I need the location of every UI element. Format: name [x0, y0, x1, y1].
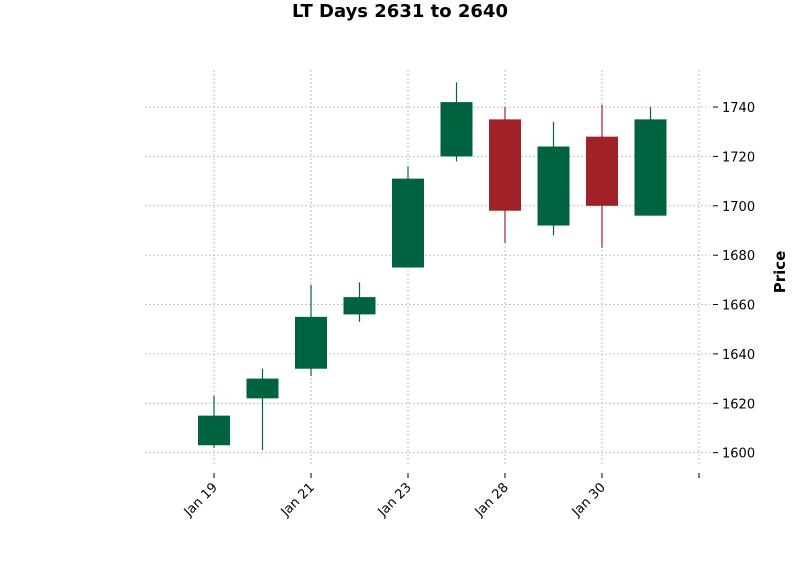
- candle-up: [198, 395, 230, 448]
- y-tick-label: 1660: [722, 299, 755, 314]
- y-tick-label: 1620: [722, 397, 755, 412]
- candle-body: [392, 178, 424, 268]
- candle-layer: [198, 82, 667, 451]
- y-tick-label: 1640: [722, 348, 755, 363]
- candle-body: [537, 146, 570, 226]
- x-tick-label: Jan 19: [181, 480, 221, 520]
- candle-up: [634, 107, 667, 216]
- candle-body: [634, 119, 667, 216]
- x-tick-label: Jan 21: [278, 480, 318, 520]
- x-tick-label: Jan 30: [569, 480, 609, 520]
- x-tick-label: Jan 23: [375, 480, 415, 520]
- candle-body: [489, 119, 521, 211]
- chart-title: LT Days 2631 to 2640: [292, 1, 508, 22]
- y-axis: 1600 1620 1640 1660 1680 1700 1720 1740: [713, 101, 755, 462]
- candle-up: [246, 368, 279, 451]
- candle-up: [537, 121, 570, 236]
- y-tick-label: 1700: [722, 200, 755, 215]
- candle-up: [440, 82, 473, 162]
- candle-body: [198, 415, 230, 446]
- y-tick-label: 1600: [722, 447, 755, 462]
- x-axis: Jan 19 Jan 21 Jan 23 Jan 28 Jan 30: [181, 473, 700, 520]
- y-tick-label: 1680: [722, 249, 755, 264]
- y-tick-label: 1720: [722, 150, 755, 165]
- y-axis-label: Price: [771, 251, 789, 294]
- candle-down: [586, 104, 618, 248]
- x-tick-label: Jan 28: [472, 480, 512, 520]
- grid-layer: [145, 70, 710, 465]
- candle-up: [295, 284, 327, 377]
- candle-down: [489, 107, 521, 243]
- candle-body: [440, 102, 473, 157]
- candle-body: [295, 316, 327, 369]
- candle-body: [246, 378, 279, 399]
- candle-up: [343, 282, 376, 322]
- candle-up: [392, 166, 424, 268]
- candle-body: [586, 136, 618, 206]
- candle-body: [343, 297, 376, 315]
- y-tick-label: 1740: [722, 101, 755, 116]
